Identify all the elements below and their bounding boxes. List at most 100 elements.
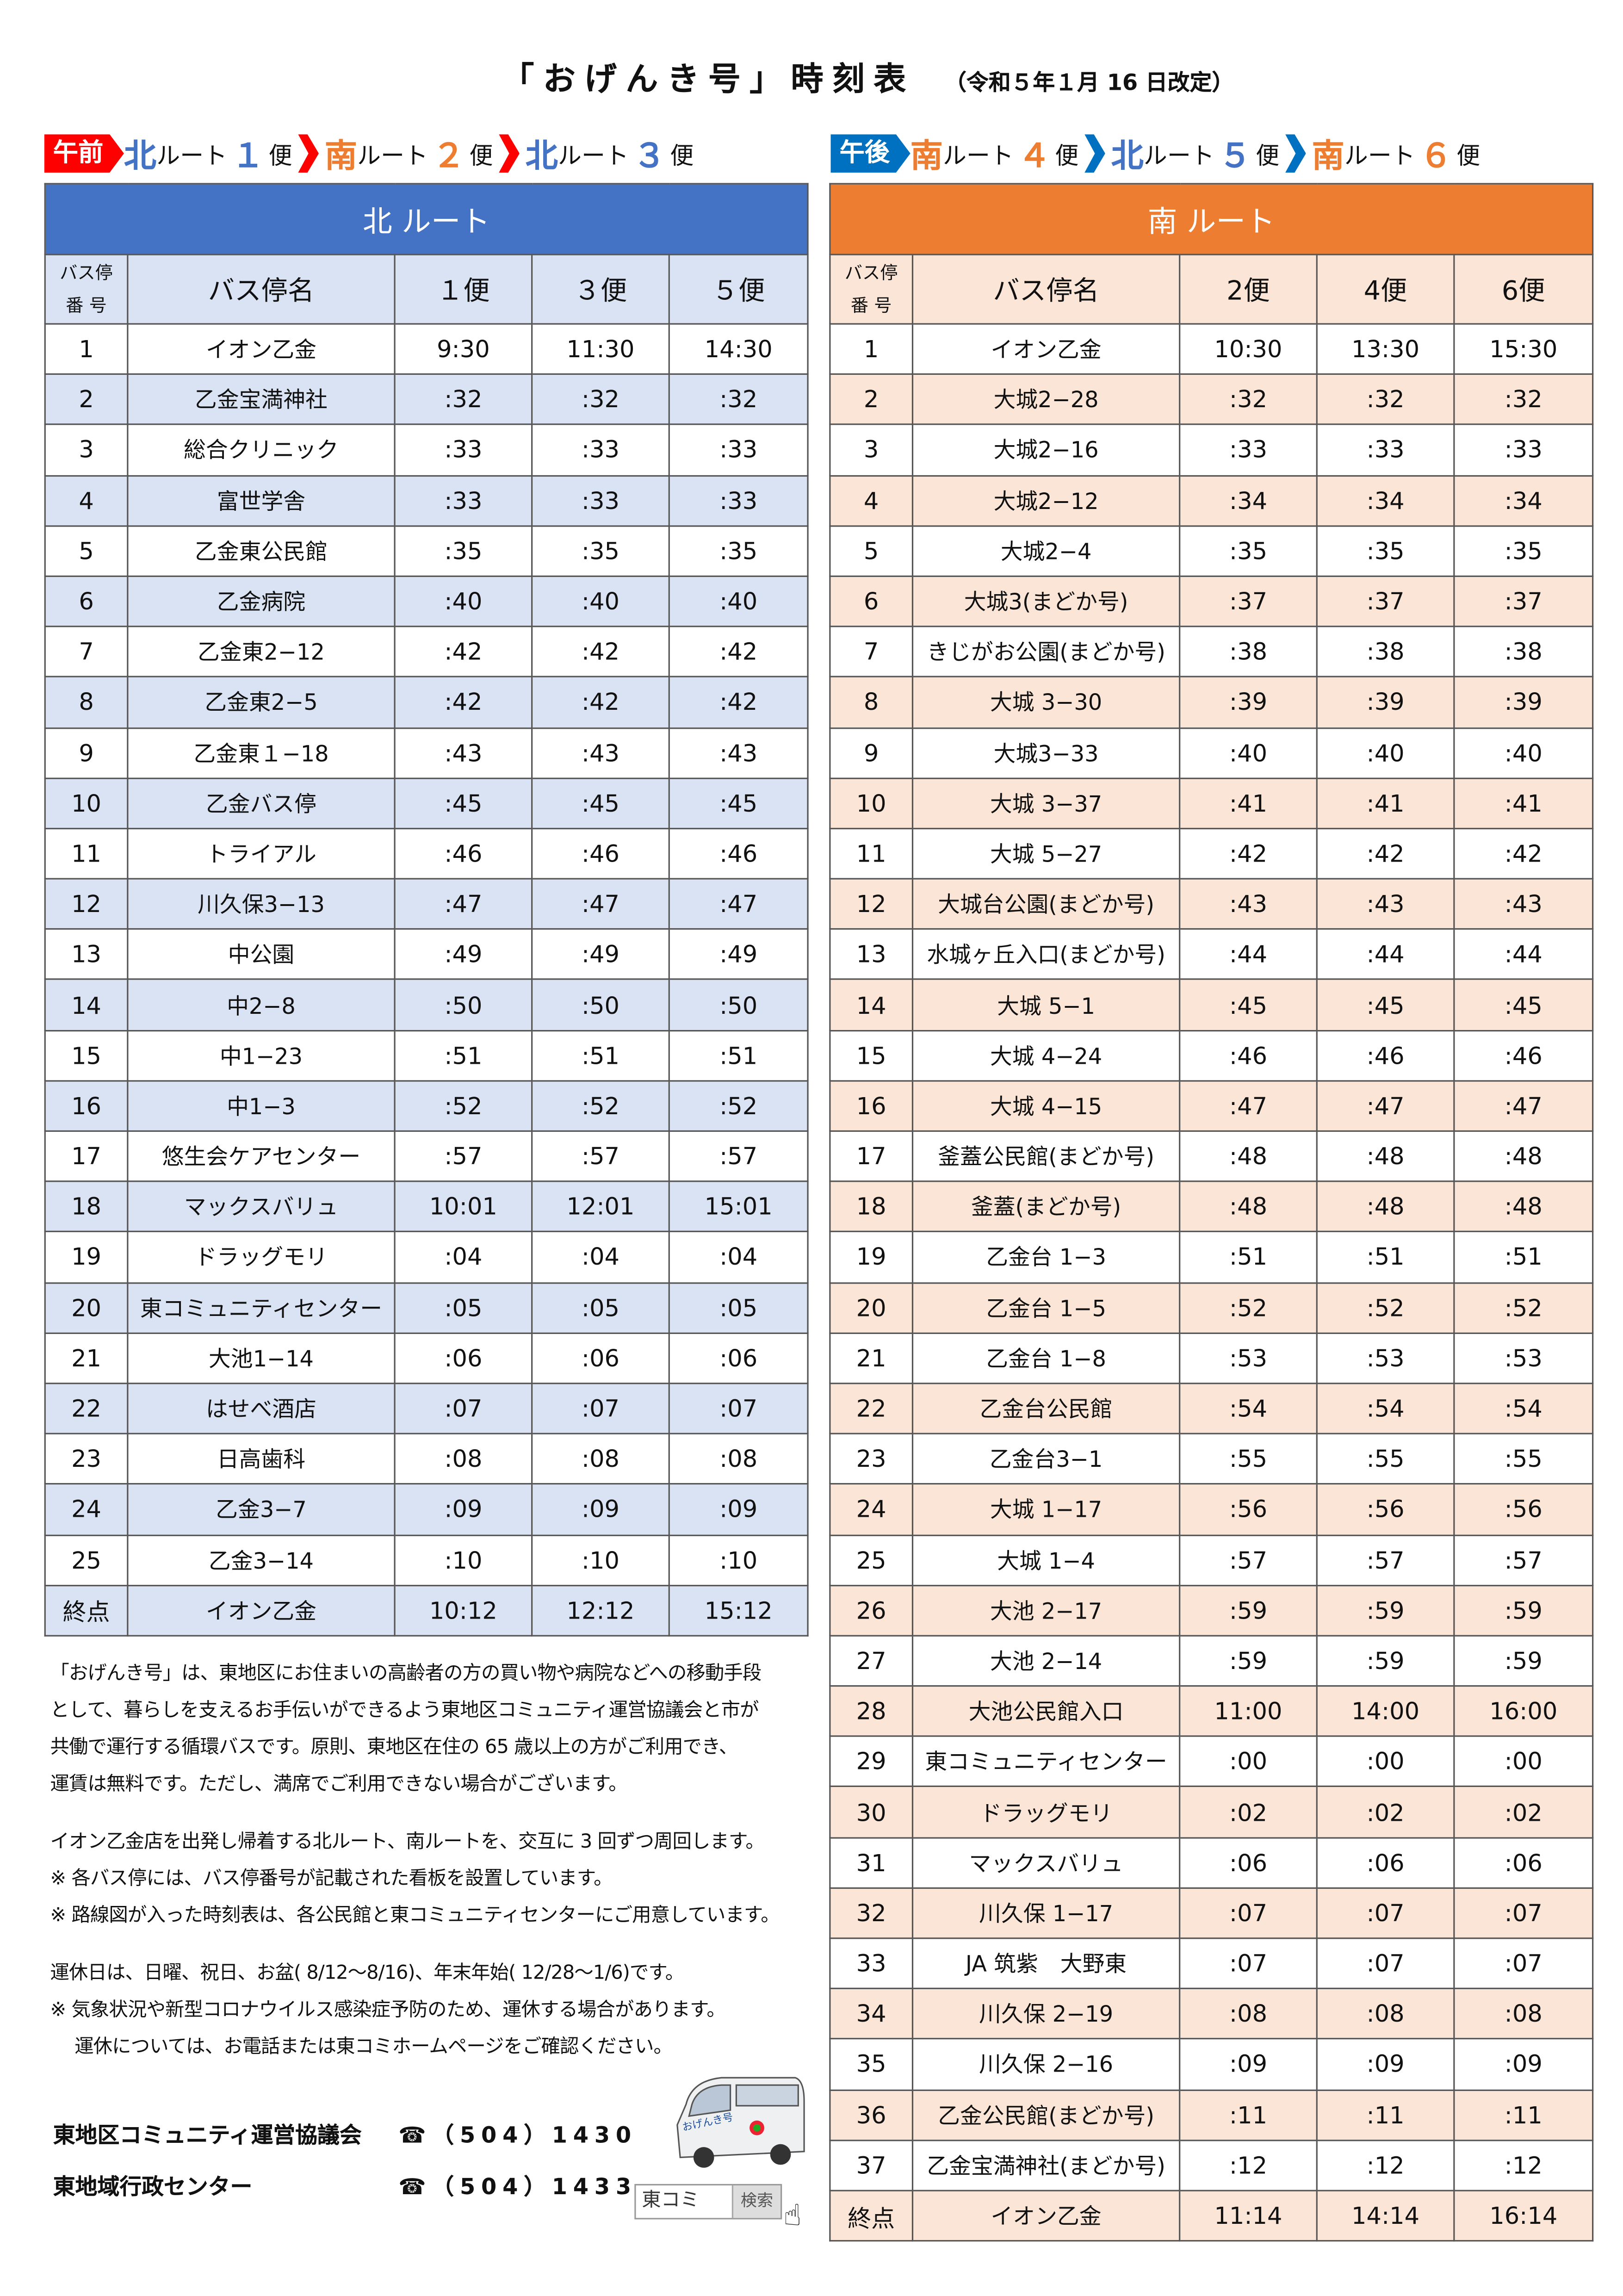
departure-time: :12 (1179, 2139, 1318, 2191)
departure-time: :08 (1316, 1988, 1455, 2040)
table-row: 19 乙金台 1−3:51:51:51 (829, 1231, 1594, 1284)
info-line: 運休日は、日曜、祝日、お盆( 8/12～8/16)、年末年始( 12/28～1/… (50, 1962, 684, 1985)
departure-time: 10:30 (1179, 323, 1318, 375)
departure-time: :53 (1453, 1332, 1594, 1384)
stop-name: 東コミュニティセンター (911, 1736, 1181, 1788)
south-route-title: 南 ルート (829, 183, 1594, 255)
contact-name: 東地区コミュニティ運営協議会 (53, 2122, 362, 2149)
stop-number: 26 (829, 1584, 914, 1637)
departure-time: :42 (531, 626, 670, 678)
stop-number: 5 (829, 525, 914, 577)
route-label: ルート (1344, 142, 1415, 170)
table-row: 14 大城 5−1:45:45:45 (829, 979, 1594, 1031)
contact-center: 東地域行政センター ☎（504）1433 (53, 2171, 631, 2202)
table-row: 11 大城 5−27:42:42:42 (829, 827, 1594, 880)
departure-time: :32 (394, 373, 533, 426)
north-route-timetable: 北 ルート バス停 番 号バス停名 １便 ３便 ５便 1 イオン乙金 9:30 11:30 14:… (44, 183, 809, 1637)
table-row: 19 ドラッグモリ:04:04:04 (44, 1231, 809, 1284)
table-row: 26 大池 2−17:59:59:59 (829, 1584, 1594, 1637)
stop-number: 18 (829, 1180, 914, 1233)
departure-time: :42 (394, 626, 533, 678)
info-paragraph: イオン乙金店を出発し帰着する北ルート、南ルートを、交互に 3 回ずつ周回します。… (50, 1824, 826, 1935)
table-row: 1 イオン乙金 9:30 11:30 14:30 (44, 323, 809, 375)
stop-number: 10 (44, 777, 129, 829)
contact-name: 東地域行政センター (53, 2173, 253, 2200)
departure-time: :07 (668, 1382, 809, 1435)
departure-time: :59 (1453, 1584, 1594, 1637)
table-row: 17 悠生会ケアセンター:57:57:57 (44, 1130, 809, 1183)
table-row: 7 乙金東2−12:42:42:42 (44, 626, 809, 678)
table-row: 10 大城 3−37:41:41:41 (829, 777, 1594, 829)
departure-time: 15:30 (1453, 323, 1594, 375)
contact-council: 東地区コミュニティ運営協議会 ☎（504）1430 (53, 2119, 631, 2150)
stop-number: 9 (44, 726, 129, 779)
departure-time: :11 (1179, 2089, 1318, 2141)
departure-time: :52 (1179, 1281, 1318, 1334)
table-row: 30 ドラッグモリ:02:02:02 (829, 1786, 1594, 1838)
stop-number: 33 (829, 1937, 914, 1990)
departure-time: :35 (668, 525, 809, 577)
departure-time: :56 (1453, 1483, 1594, 1536)
departure-time: :54 (1453, 1382, 1594, 1435)
stop-name: 東コミュニティセンター (127, 1281, 396, 1334)
stop-number: 28 (829, 1685, 914, 1738)
stop-name: 乙金バス停 (127, 777, 396, 829)
trip-unit: 便 (1456, 142, 1481, 170)
stop-number: 1 (829, 323, 914, 375)
route-label: ルート (357, 142, 428, 170)
departure-time: :40 (668, 575, 809, 627)
stop-name: 大城2−4 (911, 525, 1181, 577)
route-label: ルート (558, 142, 629, 170)
departure-time: :10 (531, 1534, 670, 1586)
departure-time: :35 (394, 525, 533, 577)
trip-unit: 便 (1055, 142, 1079, 170)
departure-time: :44 (1316, 928, 1455, 980)
departure-time: :47 (531, 878, 670, 930)
contact-phone: ☎（504）1430 (398, 2122, 637, 2149)
table-row: 29 東コミュニティセンター:00:00:00 (829, 1736, 1594, 1788)
stop-number: 2 (44, 373, 129, 426)
departure-time: :55 (1453, 1433, 1594, 1485)
table-row: 34 川久保 2−19:08:08:08 (829, 1988, 1594, 2040)
departure-time: :48 (1453, 1130, 1594, 1183)
departure-time: :51 (668, 1029, 809, 1082)
stop-name: ドラッグモリ (127, 1231, 396, 1284)
departure-time: :07 (1453, 1937, 1594, 1990)
departure-time: :34 (1316, 474, 1455, 527)
stop-name: 大城3−33 (911, 726, 1181, 779)
table-row: 13 中公園:49:49:49 (44, 928, 809, 980)
departure-time: :57 (394, 1130, 533, 1183)
stop-number: 20 (829, 1281, 914, 1334)
stop-number: 22 (829, 1382, 914, 1435)
title-main: 「おげんき号」時刻表 (502, 62, 915, 99)
pm_bar-tag: 午後 (830, 134, 911, 173)
stop-number: 36 (829, 2089, 914, 2141)
table-row: 16 大城 4−15:47:47:47 (829, 1080, 1594, 1132)
stop-name: 大城 4−15 (911, 1080, 1181, 1132)
departure-time: :51 (531, 1029, 670, 1082)
route-label: ルート (1143, 142, 1214, 170)
stop-number: 3 (829, 424, 914, 476)
stop-name: 釜蓋公民館(まどか号) (911, 1130, 1181, 1183)
departure-time: :52 (531, 1080, 670, 1132)
departure-time: 13:30 (1316, 323, 1455, 375)
info-line: 「おげんき号」は、東地区にお住まいの高齢者の方の買い物や病院などへの移動手段 (50, 1663, 762, 1685)
departure-time: :57 (1453, 1534, 1594, 1586)
stop-number: 21 (44, 1332, 129, 1384)
departure-time: 12:01 (531, 1180, 670, 1233)
departure-time: :52 (394, 1080, 533, 1132)
table-row: 12 川久保3−13:47:47:47 (44, 878, 809, 930)
bus-illustration: おげんき号 (676, 2077, 805, 2168)
stop-name: 大城台公園(まどか号) (911, 878, 1181, 930)
departure-time: 11:30 (531, 323, 670, 375)
column-header: 6便 (1453, 254, 1594, 325)
route-direction: 南 (1312, 138, 1344, 176)
stop-number: 23 (829, 1433, 914, 1485)
stop-number: 24 (44, 1483, 129, 1536)
departure-time: :33 (394, 474, 533, 527)
stop-number: 23 (44, 1433, 129, 1485)
table-row: 31 マックスバリュ:06:06:06 (829, 1837, 1594, 1889)
table-row: 27 大池 2−14:59:59:59 (829, 1635, 1594, 1687)
departure-time: :38 (1179, 626, 1318, 678)
departure-time: :45 (394, 777, 533, 829)
